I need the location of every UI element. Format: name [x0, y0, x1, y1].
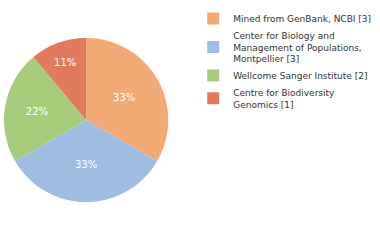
- svg-text:Mined from GenBank, NCBI [3]: Mined from GenBank, NCBI [3]: [233, 14, 371, 24]
- svg-text:Center for Biology andManageme: Center for Biology andManagement of Popu…: [233, 31, 362, 64]
- svg-text:Centre for BiodiversityGenomic: Centre for BiodiversityGenomics [1]: [233, 88, 335, 110]
- svg-text:33%: 33%: [75, 159, 97, 170]
- svg-text:11%: 11%: [54, 57, 76, 68]
- svg-text:33%: 33%: [113, 92, 135, 103]
- svg-text:22%: 22%: [26, 106, 48, 117]
- svg-text:Wellcome Sanger Institute [2]: Wellcome Sanger Institute [2]: [233, 71, 367, 81]
